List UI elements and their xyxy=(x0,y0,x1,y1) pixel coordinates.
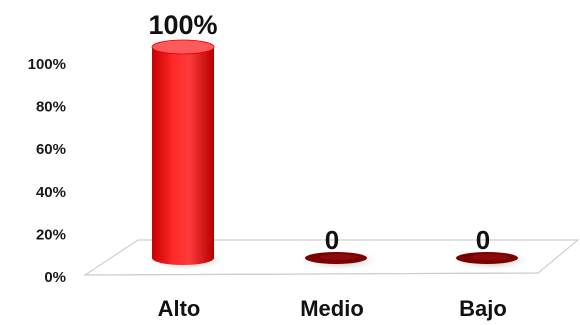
bar-bajo xyxy=(452,250,530,270)
data-labels: 100% 0 0 xyxy=(148,10,490,255)
bar-alto xyxy=(148,39,226,270)
y-axis-ticks: 0% 20% 40% 60% 80% 100% xyxy=(28,56,66,286)
bar-zero-highlight xyxy=(320,254,358,260)
bar-medio xyxy=(301,250,379,270)
x-axis-ticks: Alto Medio Bajo xyxy=(158,296,507,321)
y-tick-label: 60% xyxy=(36,141,66,158)
data-label: 100% xyxy=(148,10,217,40)
bar-zero-highlight xyxy=(471,254,509,260)
y-tick-label: 20% xyxy=(36,226,66,243)
bar-series xyxy=(148,39,530,270)
x-axis-line xyxy=(84,272,539,276)
data-label: 0 xyxy=(325,225,339,255)
x-tick-label: Alto xyxy=(158,296,201,321)
bar-cylinder-body xyxy=(152,47,214,265)
y-tick-label: 0% xyxy=(44,269,66,286)
data-label: 0 xyxy=(476,225,490,255)
x-tick-label: Medio xyxy=(300,296,364,321)
x-tick-label: Bajo xyxy=(459,296,507,321)
y-tick-label: 100% xyxy=(28,56,66,73)
bar-cylinder-top xyxy=(151,39,215,55)
y-tick-label: 40% xyxy=(36,184,66,201)
y-tick-label: 80% xyxy=(36,99,66,116)
